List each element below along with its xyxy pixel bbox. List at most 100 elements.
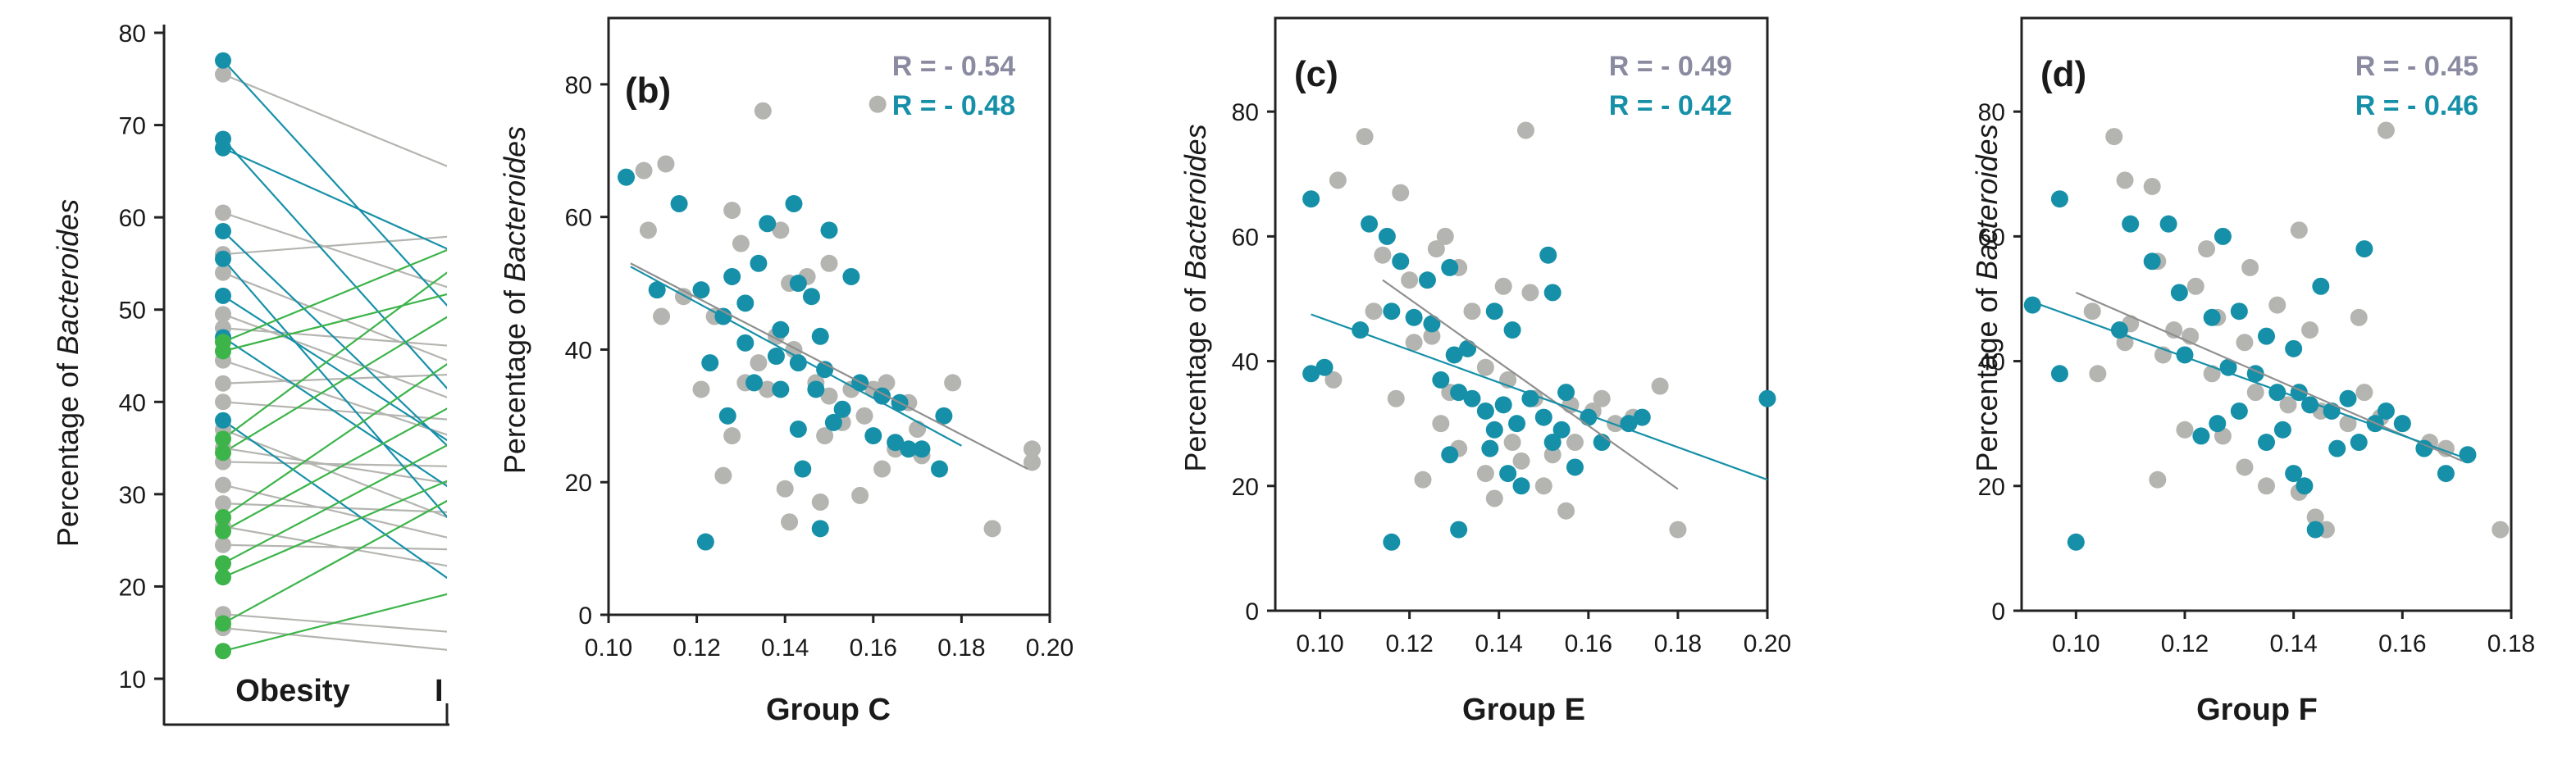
panel-label: (b) xyxy=(625,70,671,111)
teal-point xyxy=(696,533,714,551)
teal-point xyxy=(2393,415,2411,433)
grey-point xyxy=(851,486,869,504)
teal-point xyxy=(2339,389,2357,407)
data-point xyxy=(215,393,231,411)
teal-point xyxy=(759,215,777,233)
teal-point xyxy=(1557,384,1575,402)
teal-point xyxy=(2323,402,2341,420)
slope-line xyxy=(222,359,447,436)
teal-point xyxy=(2192,427,2210,445)
y-tick-label: 20 xyxy=(1232,474,1259,501)
grey-point xyxy=(1607,415,1625,433)
grey-point xyxy=(1593,389,1611,407)
teal-point xyxy=(1441,446,1459,464)
y-tick-label: 80 xyxy=(1232,99,1259,126)
correlation-label: R = - 0.45 xyxy=(2355,51,2478,82)
teal-point xyxy=(2258,434,2275,452)
grey-point xyxy=(776,480,794,498)
slope-line xyxy=(222,73,447,167)
teal-point xyxy=(718,407,736,425)
grey-point xyxy=(723,427,741,445)
y-tick-label: 80 xyxy=(1978,99,2005,126)
grey-point xyxy=(2241,258,2259,276)
grey-point xyxy=(1494,277,1512,295)
grey-point xyxy=(1432,415,1450,433)
grey-point xyxy=(657,155,675,173)
x-axis-label: Group C xyxy=(766,693,891,727)
grey-point xyxy=(1566,434,1584,452)
teal-point xyxy=(2273,421,2291,439)
x-tick-label: 0.10 xyxy=(1296,630,1343,657)
slope-line xyxy=(222,235,447,256)
teal-point xyxy=(1485,421,1503,439)
slope-line xyxy=(222,147,447,250)
y-tick-label: 80 xyxy=(565,72,592,99)
teal-point xyxy=(1378,227,1396,245)
y-tick-label: 40 xyxy=(1232,349,1259,376)
grey-point xyxy=(820,254,838,272)
x-tick-label: 0.20 xyxy=(1744,630,1791,657)
teal-point xyxy=(1485,302,1503,321)
teal-point xyxy=(648,281,666,299)
grey-point xyxy=(1023,440,1041,458)
data-point xyxy=(215,476,231,493)
regression-line xyxy=(630,266,962,447)
teal-point xyxy=(1463,389,1481,407)
grey-point xyxy=(1485,489,1503,507)
grey-point xyxy=(2246,384,2264,402)
x-tick-label: 0.10 xyxy=(585,634,632,662)
plot-frame xyxy=(1274,16,1769,612)
data-point xyxy=(215,287,231,304)
x-tick-label: 0.18 xyxy=(937,634,985,662)
grey-point xyxy=(2350,308,2368,326)
y-tick-label: 20 xyxy=(565,470,592,497)
grey-point xyxy=(2198,240,2216,258)
teal-point xyxy=(2214,227,2232,245)
grey-point xyxy=(2176,421,2194,439)
teal-point xyxy=(1459,339,1477,357)
grey-point xyxy=(2306,508,2324,526)
grey-point xyxy=(878,374,896,392)
teal-point xyxy=(2209,415,2227,433)
grey-point xyxy=(2186,277,2204,295)
teal-point xyxy=(1441,258,1459,276)
regression-line xyxy=(1311,313,1768,481)
y-tick-label: 20 xyxy=(119,574,146,601)
grey-point xyxy=(1534,477,1552,495)
slope-line xyxy=(222,293,447,352)
y-tick-label: 60 xyxy=(1978,224,2005,251)
teal-point xyxy=(772,380,790,398)
y-tick-label: 40 xyxy=(565,337,592,364)
teal-point xyxy=(1503,321,1521,339)
teal-point xyxy=(1499,465,1517,483)
teal-point xyxy=(745,374,764,392)
teal-point xyxy=(1450,521,1468,539)
teal-point xyxy=(1418,271,1436,289)
teal-point xyxy=(1302,190,1320,208)
y-tick-label: 20 xyxy=(1978,474,2005,501)
teal-point xyxy=(2023,296,2041,314)
grey-point xyxy=(2105,128,2123,146)
teal-point xyxy=(1552,421,1571,439)
x-tick-label: 0.16 xyxy=(1565,630,1612,657)
regression-line xyxy=(1382,279,1679,490)
teal-point xyxy=(1534,408,1552,426)
teal-point xyxy=(864,427,882,445)
x-tick-label: 0.16 xyxy=(850,634,897,662)
data-point xyxy=(215,250,231,267)
teal-point xyxy=(1445,346,1463,364)
grey-point xyxy=(781,513,799,531)
grey-point xyxy=(1405,334,1423,352)
x-tick-label: 0.16 xyxy=(2378,630,2426,657)
teal-point xyxy=(1392,252,1410,271)
correlation-label: R = - 0.49 xyxy=(1609,51,1732,82)
grey-point xyxy=(1503,434,1521,452)
grey-point xyxy=(1463,302,1481,321)
teal-point xyxy=(887,434,905,452)
teal-point xyxy=(935,407,953,425)
slope-line xyxy=(222,499,447,625)
y-tick-label: 70 xyxy=(119,113,146,140)
grey-point xyxy=(1414,471,1432,489)
grey-point xyxy=(754,102,772,120)
grey-point xyxy=(909,421,927,439)
